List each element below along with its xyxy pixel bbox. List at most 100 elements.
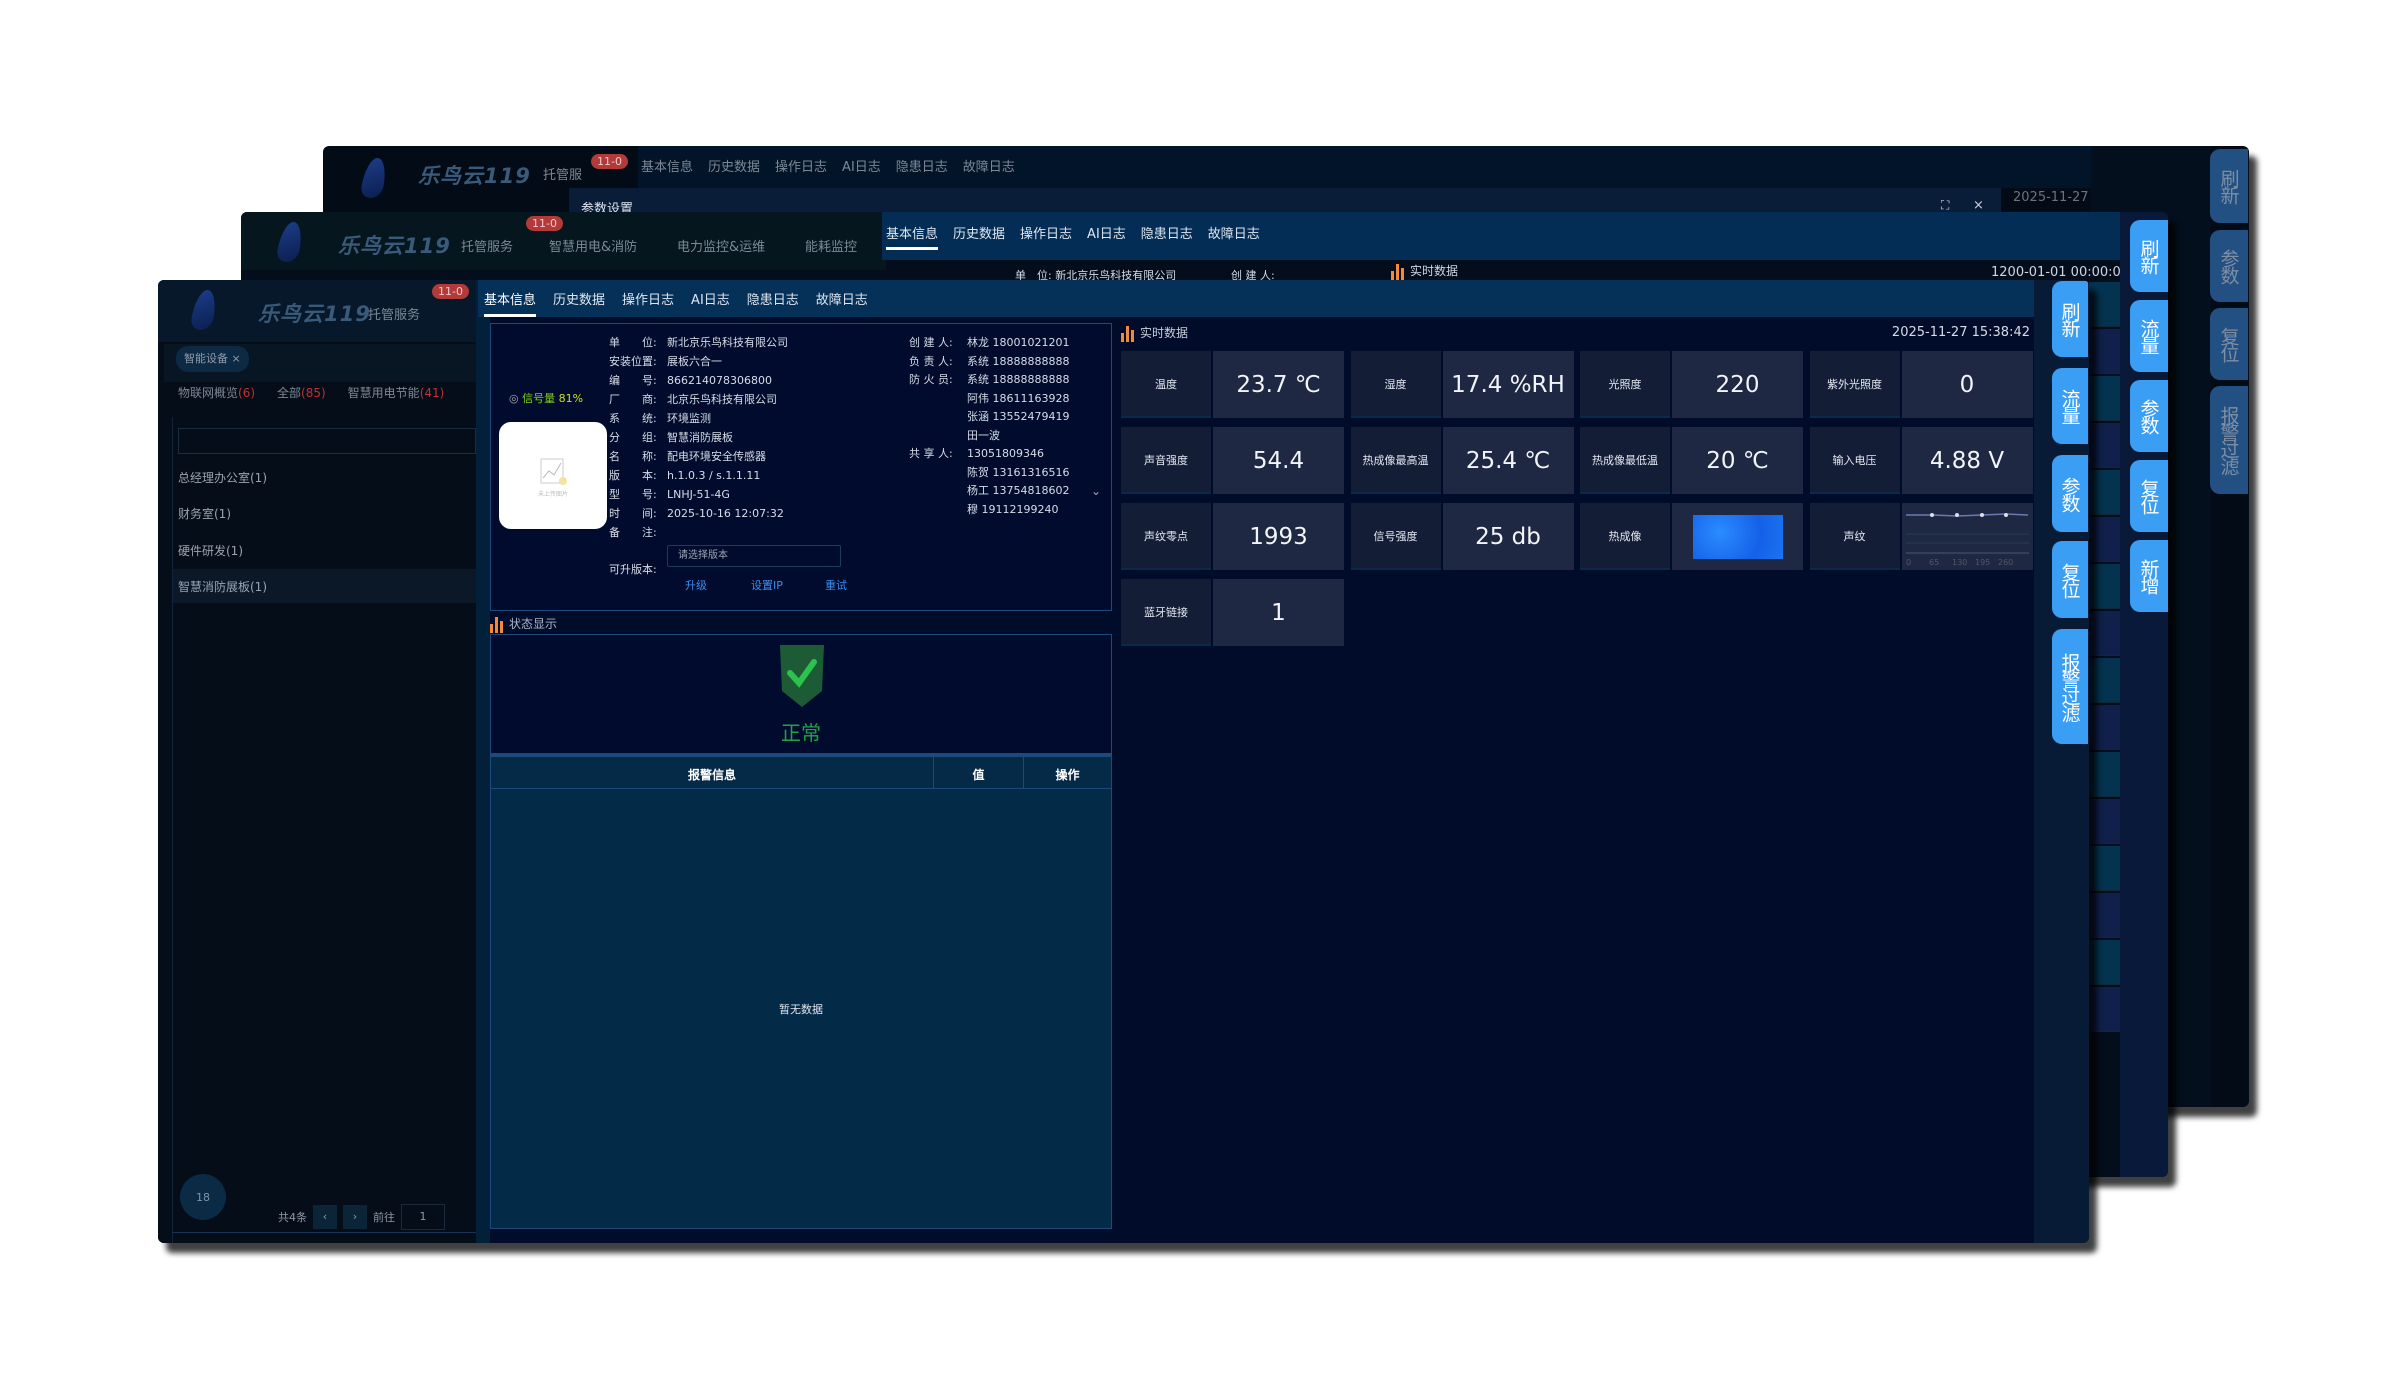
search-input[interactable] [178, 428, 476, 454]
close-icon[interactable]: × [231, 352, 241, 365]
status-header: 状态显示 [490, 615, 557, 633]
nav-item-hosting[interactable]: 托管服务 [461, 240, 514, 255]
tab-ai-log[interactable]: AI日志 [842, 160, 881, 175]
device-field: 版 本: h.1.0.3 / s.1.1.11 [609, 467, 760, 483]
tab-history[interactable]: 历史数据 [553, 293, 606, 308]
tabs: 基本信息 历史数据 操作日志 AI日志 隐患日志 故障日志 [484, 289, 868, 317]
realtime-title: 实时数据 [1410, 264, 1459, 278]
tabs: 基本信息 历史数据 操作日志 AI日志 隐患日志 故障日志 [886, 223, 1260, 250]
tab-ai-log[interactable]: AI日志 [691, 293, 730, 308]
flow-button[interactable]: 流量 [2052, 368, 2088, 444]
tab-fault-log[interactable]: 故障日志 [815, 293, 868, 308]
filter-iot-overview[interactable]: 物联网概览(6) [178, 386, 256, 400]
realtime-header: 实时数据 [1391, 262, 1458, 280]
tab-basic-info[interactable]: 基本信息 [484, 289, 537, 317]
contact-row: 穆 19112199240 [909, 501, 1058, 517]
reset-button[interactable]: 复位 [2210, 308, 2248, 380]
tab-history[interactable]: 历史数据 [953, 227, 1006, 242]
count-circle[interactable]: 18 [180, 1174, 226, 1220]
group-panel [172, 417, 476, 1243]
close-icon[interactable]: × [1973, 198, 1984, 213]
metric-value: 20 ℃ [1672, 427, 1803, 494]
splitter [476, 280, 490, 1243]
reset-button[interactable]: 复位 [2130, 460, 2168, 532]
logo: 乐鸟云119 [258, 302, 371, 326]
nav-item-smart-power[interactable]: 智慧用电&消防 [549, 240, 638, 255]
signal-icon: ◎ [509, 392, 519, 405]
contact-row: 田一波 [909, 427, 1000, 443]
tab-hazard-log[interactable]: 隐患日志 [1140, 227, 1193, 242]
device-field: 编 号: 866214078306800 [609, 372, 772, 388]
refresh-button[interactable]: 刷新 [2130, 220, 2168, 292]
chevron-down-icon[interactable]: ⌄ [1091, 484, 1102, 498]
version-select[interactable]: 请选择版本 [667, 545, 841, 567]
realtime-title: 实时数据 [1140, 326, 1189, 340]
tab-basic-info[interactable]: 基本信息 [886, 223, 939, 250]
device-field: 系 统: 环境监测 [609, 410, 711, 426]
tab-fault-log[interactable]: 故障日志 [1207, 227, 1260, 242]
tab-basic-info[interactable]: 基本信息 [641, 160, 694, 175]
image-caption: 未上传图片 [537, 491, 568, 498]
retry-link[interactable]: 重试 [825, 579, 847, 592]
nav-item-energy[interactable]: 能耗监控 [805, 240, 858, 255]
tab-operation-log[interactable]: 操作日志 [775, 160, 828, 175]
sidebar: 乐鸟云119 托管服务 11-0 智能设备 × 物联网概览(6) 全部(85) … [158, 280, 476, 1243]
device-field: 厂 商: 北京乐鸟科技有限公司 [609, 391, 777, 407]
contact-value: 系统 18888888888 [967, 354, 1070, 368]
device-field: 型 号: LNHJ-51-4G [609, 486, 730, 502]
field-value: LNHJ-51-4G [667, 488, 730, 501]
add-button[interactable]: 新增 [2130, 540, 2168, 612]
nav-item-hosting[interactable]: 托管服 [543, 168, 583, 183]
tab-bar [478, 280, 2051, 317]
prev-page-button[interactable]: ‹ [313, 1205, 337, 1229]
page-input[interactable]: 1 [401, 1204, 445, 1230]
group-item[interactable]: 财务室(1) [178, 507, 231, 521]
tab-history[interactable]: 历史数据 [708, 160, 761, 175]
tag-smart-device[interactable]: 智能设备 × [176, 346, 249, 372]
voiceprint-point [2003, 513, 2008, 517]
filter-all[interactable]: 全部(85) [277, 386, 326, 400]
alert-badge: 11-0 [432, 284, 469, 299]
field-label: 时 间: [609, 507, 657, 520]
tab-operation-log[interactable]: 操作日志 [1020, 227, 1073, 242]
refresh-button[interactable]: 刷新 [2052, 281, 2088, 357]
voiceprint-point [1979, 513, 1984, 517]
tab-hazard-log[interactable]: 隐患日志 [895, 160, 948, 175]
flow-button[interactable]: 流量 [2130, 300, 2168, 372]
group-item-selected[interactable]: 智慧消防展板(1) [178, 580, 267, 594]
tab-operation-log[interactable]: 操作日志 [622, 293, 675, 308]
tab-ai-log[interactable]: AI日志 [1087, 227, 1126, 242]
device-field: 分 组: 智慧消防展板 [609, 429, 733, 445]
tab-fault-log[interactable]: 故障日志 [962, 160, 1015, 175]
metric-value: 23.7 ℃ [1213, 351, 1344, 418]
tab-hazard-log[interactable]: 隐患日志 [746, 293, 799, 308]
group-item[interactable]: 硬件研发(1) [178, 544, 243, 558]
device-field: 备 注: [609, 524, 667, 540]
set-ip-link[interactable]: 设置IP [751, 579, 783, 592]
voiceprint-line [1905, 513, 2028, 517]
alert-badge: 11-0 [526, 216, 563, 231]
field-value: 866214078306800 [667, 374, 772, 387]
next-page-button[interactable]: › [343, 1205, 367, 1229]
nav-item-power-monitor[interactable]: 电力监控&运维 [677, 240, 766, 255]
filter-smart-power[interactable]: 智慧用电节能(41) [347, 386, 445, 400]
alarm-filter-button[interactable]: 报警过滤 [2052, 629, 2088, 744]
metric-label: 紫外光照度 [1809, 351, 1900, 418]
nav-item-hosting[interactable]: 托管服务 [368, 308, 421, 323]
refresh-button[interactable]: 刷新 [2210, 149, 2248, 223]
params-button[interactable]: 参数 [2130, 380, 2168, 452]
contact-row: 陈贺 13161316516 [909, 464, 1069, 480]
group-item[interactable]: 总经理办公室(1) [178, 471, 267, 485]
reset-button[interactable]: 复位 [2052, 541, 2088, 618]
field-label: 编 号: [609, 374, 657, 387]
params-button[interactable]: 参数 [2210, 230, 2248, 302]
alarm-filter-button[interactable]: 报警过滤 [2210, 386, 2248, 494]
upgrade-link[interactable]: 升级 [685, 579, 707, 592]
metric-label: 蓝牙链接 [1121, 579, 1211, 646]
device-image[interactable]: 未上传图片 [499, 422, 607, 529]
params-button[interactable]: 参数 [2052, 455, 2088, 532]
fullscreen-icon[interactable]: ⛶ [1941, 198, 1950, 212]
thermal-image[interactable] [1672, 503, 1803, 570]
contact-value: 杨工 13754818602 [967, 484, 1070, 497]
side-panel [2120, 212, 2168, 1177]
